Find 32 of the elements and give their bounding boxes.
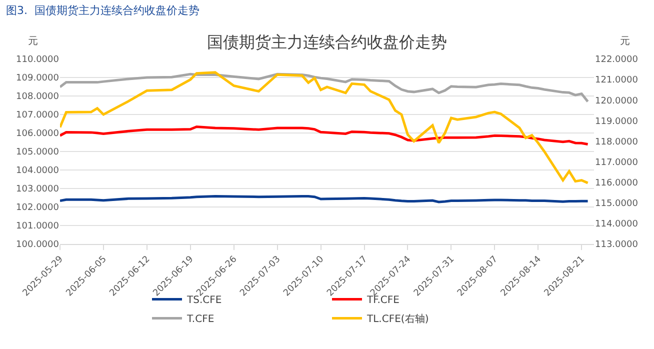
y-tick-label: 106.0000 <box>16 129 60 140</box>
y-tick-label: 104.0000 <box>16 166 60 176</box>
y2-tick-label: 117.0000 <box>595 158 638 168</box>
line-series <box>60 71 590 184</box>
y2-tick-label: 118.0000 <box>595 137 638 148</box>
y2-axis-title: 元 <box>620 36 630 47</box>
y2-tick-label: 121.0000 <box>595 76 638 86</box>
legend-label: T.CFE <box>186 314 214 326</box>
legend-label: TS.CFE <box>186 295 222 306</box>
y-tick-label: 107.0000 <box>16 110 60 121</box>
legend-label: TL.CFE(右轴) <box>366 313 429 326</box>
legend-label: TF.CFE <box>366 295 400 306</box>
y-axis-title: 元 <box>28 36 38 47</box>
y-tick-label: 102.0000 <box>16 203 60 214</box>
line-series <box>60 125 590 146</box>
y2-tick-label: 120.0000 <box>595 96 638 106</box>
y-tick-label: 109.0000 <box>16 74 60 84</box>
y-tick-label: 100.0000 <box>16 240 60 250</box>
y2-tick-label: 119.0000 <box>595 116 638 127</box>
y-tick-label: 101.0000 <box>16 222 60 232</box>
caption: 图3. 国债期货主力连续合约收盘价走势 <box>6 4 200 17</box>
y-tick-label: 103.0000 <box>16 184 60 195</box>
y-tick-label: 108.0000 <box>16 92 60 102</box>
y2-tick-label: 114.0000 <box>595 220 638 230</box>
y2-tick-label: 115.0000 <box>595 199 638 210</box>
y2-tick-label: 113.0000 <box>595 240 638 250</box>
y2-tick-label: 116.0000 <box>595 178 638 188</box>
y-tick-label: 110.0000 <box>16 55 60 66</box>
y-tick-label: 105.0000 <box>16 148 60 158</box>
line-series <box>60 72 590 103</box>
chart-title: 国债期货主力连续合约收盘价走势 <box>207 32 447 52</box>
y2-tick-label: 122.0000 <box>595 55 638 66</box>
